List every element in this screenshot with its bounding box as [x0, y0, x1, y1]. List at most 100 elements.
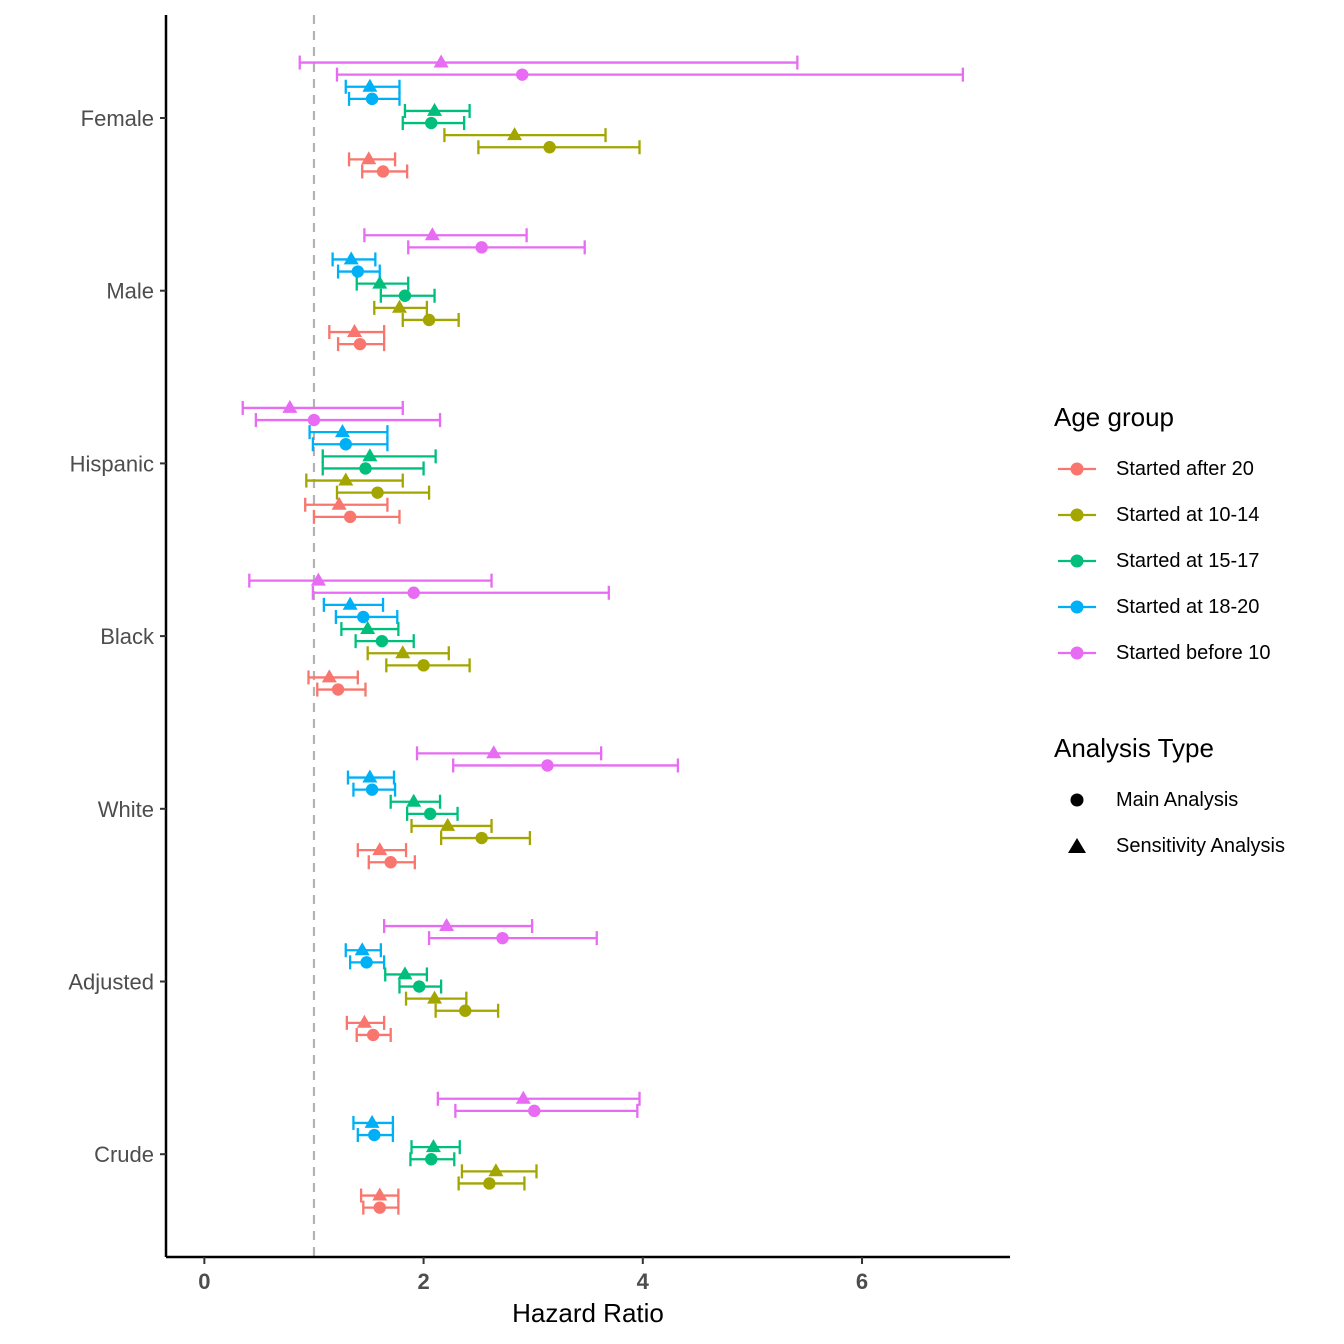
- point-hispanic-started-before-10-main: [307, 413, 321, 427]
- point-crude-started-before-10-sensitivity: [515, 1090, 531, 1104]
- error-bar-hispanic-started-at-15-17-sensitivity: [321, 449, 437, 464]
- legend-item-started-after-20: Started after 20: [1054, 446, 1271, 492]
- x-tick-label-6: 6: [856, 1269, 868, 1294]
- point-adjusted-started-before-10-main: [496, 931, 509, 945]
- error-bar-crude-started-before-10-sensitivity: [436, 1091, 641, 1106]
- point-hispanic-started-after-20-sensitivity: [331, 496, 347, 510]
- point-female-started-at-15-17-sensitivity: [427, 102, 443, 116]
- point-hispanic-started-at-18-20-main: [339, 438, 352, 451]
- y-tick-label-adjusted: Adjusted: [68, 970, 154, 995]
- point-adjusted-started-at-18-20-sensitivity: [354, 942, 370, 956]
- point-male-started-at-10-14-main: [422, 313, 436, 327]
- point-crude-started-after-20-sensitivity: [372, 1187, 388, 1201]
- error-bar-white-started-before-10-sensitivity: [415, 746, 603, 761]
- legend-key-started-at-18-20: [1054, 592, 1104, 622]
- point-black-started-after-20-sensitivity: [321, 669, 337, 683]
- error-bar-hispanic-started-at-15-17-main: [321, 461, 425, 476]
- point-white-started-before-10-main: [541, 759, 554, 772]
- point-adjusted-started-at-10-14-sensitivity: [427, 990, 443, 1004]
- point-crude-started-before-10-main: [528, 1104, 541, 1118]
- point-black-started-at-15-17-main: [375, 634, 389, 648]
- error-bar-hispanic-started-after-20-sensitivity: [304, 497, 389, 512]
- circle-icon: [1054, 785, 1104, 815]
- error-bar-female-started-at-10-14-sensitivity: [443, 128, 607, 143]
- point-male-started-before-10-sensitivity: [424, 227, 440, 241]
- point-crude-started-at-18-20-sensitivity: [364, 1114, 380, 1128]
- error-bar-hispanic-started-before-10-main: [254, 413, 442, 428]
- x-axis-title: Hazard Ratio: [512, 1298, 664, 1328]
- error-bar-adjusted-started-before-10-main: [427, 931, 598, 946]
- error-bar-male-started-before-10-main: [407, 240, 586, 255]
- point-white-started-after-20-sensitivity: [372, 842, 388, 856]
- point-white-started-at-15-17-main: [423, 807, 437, 821]
- point-male-started-at-18-20-sensitivity: [343, 251, 359, 265]
- point-hispanic-started-at-15-17-main: [359, 462, 372, 475]
- point-adjusted-started-at-18-20-main: [360, 956, 373, 969]
- legend-key-started-at-10-14: [1054, 500, 1104, 530]
- error-bar-female-started-before-10-sensitivity: [298, 55, 799, 70]
- point-male-started-before-10-main: [475, 241, 488, 254]
- error-bar-adjusted-started-before-10-sensitivity: [382, 919, 534, 934]
- point-female-started-before-10-sensitivity: [433, 54, 449, 68]
- x-tick-label-0: 0: [198, 1269, 210, 1294]
- point-white-started-at-18-20-sensitivity: [362, 769, 378, 783]
- point-adjusted-started-at-15-17-main: [413, 980, 426, 993]
- point-black-started-at-15-17-sensitivity: [360, 620, 376, 634]
- legend-age-group: Age group Started after 20 Started at 10-…: [1054, 402, 1271, 676]
- point-hispanic-started-at-15-17-sensitivity: [362, 448, 378, 462]
- error-bar-black-started-before-10-main: [311, 585, 610, 600]
- legend-label: Started after 20: [1116, 457, 1254, 480]
- point-female-started-at-10-14-main: [543, 141, 556, 154]
- point-crude-started-at-15-17-sensitivity: [425, 1139, 441, 1153]
- point-hispanic-started-at-10-14-main: [371, 486, 384, 499]
- legend-label: Sensitivity Analysis: [1116, 834, 1285, 857]
- y-tick-label-male: Male: [106, 279, 154, 304]
- point-male-started-at-15-17-main: [398, 289, 412, 302]
- point-hispanic-started-after-20-main: [343, 510, 357, 524]
- point-black-started-at-18-20-sensitivity: [342, 596, 358, 610]
- legend-item-started-before-10: Started before 10: [1054, 630, 1271, 676]
- point-white-started-at-10-14-sensitivity: [440, 817, 456, 831]
- y-tick-label-white: White: [98, 797, 154, 822]
- point-female-started-at-18-20-sensitivity: [362, 78, 378, 92]
- point-hispanic-started-before-10-sensitivity: [282, 399, 298, 413]
- point-adjusted-started-at-15-17-sensitivity: [397, 966, 413, 980]
- point-white-started-at-15-17-sensitivity: [406, 793, 422, 807]
- point-male-started-after-20-sensitivity: [347, 323, 363, 337]
- point-white-started-after-20-main: [384, 856, 397, 869]
- point-adjusted-started-before-10-sensitivity: [439, 917, 455, 931]
- y-tick-label-female: Female: [81, 106, 154, 131]
- error-bar-male-started-before-10-sensitivity: [363, 228, 528, 243]
- point-crude-started-at-10-14-sensitivity: [488, 1163, 504, 1177]
- point-female-started-at-15-17-main: [425, 116, 438, 130]
- legend-key-started-at-15-17: [1054, 546, 1104, 576]
- legend-item-started-at-10-14: Started at 10-14: [1054, 492, 1271, 538]
- legend-item-started-at-15-17: Started at 15-17: [1054, 538, 1271, 584]
- legend-item-main-analysis: Main Analysis: [1054, 777, 1285, 823]
- point-hispanic-started-at-18-20-sensitivity: [334, 424, 350, 438]
- point-black-started-at-10-14-main: [417, 659, 430, 672]
- point-black-started-before-10-main: [407, 586, 420, 599]
- legend-label: Main Analysis: [1116, 788, 1239, 811]
- point-male-started-at-15-17-sensitivity: [372, 275, 388, 289]
- point-white-started-before-10-sensitivity: [486, 745, 502, 759]
- error-bar-white-started-before-10-main: [452, 758, 680, 773]
- y-tick-label-hispanic: Hispanic: [70, 451, 154, 476]
- point-white-started-at-10-14-main: [475, 831, 488, 845]
- y-tick-label-black: Black: [100, 624, 155, 649]
- legend-title-age-group: Age group: [1054, 402, 1174, 432]
- legend-label: Started at 15-17: [1116, 549, 1260, 572]
- triangle-icon: [1054, 831, 1104, 861]
- point-female-started-after-20-sensitivity: [361, 151, 377, 165]
- point-crude-started-after-20-main: [373, 1201, 386, 1214]
- point-white-started-at-18-20-main: [365, 783, 379, 796]
- legend-label: Started before 10: [1116, 641, 1271, 664]
- point-male-started-at-10-14-sensitivity: [391, 299, 407, 313]
- error-bar-hispanic-started-at-10-14-sensitivity: [305, 473, 404, 488]
- legend-item-sensitivity-analysis: Sensitivity Analysis: [1054, 823, 1285, 869]
- point-hispanic-started-at-10-14-sensitivity: [338, 472, 354, 486]
- legend-key-started-before-10: [1054, 638, 1104, 668]
- point-crude-started-at-18-20-main: [368, 1128, 381, 1142]
- legend-key-started-after-20: [1054, 454, 1104, 484]
